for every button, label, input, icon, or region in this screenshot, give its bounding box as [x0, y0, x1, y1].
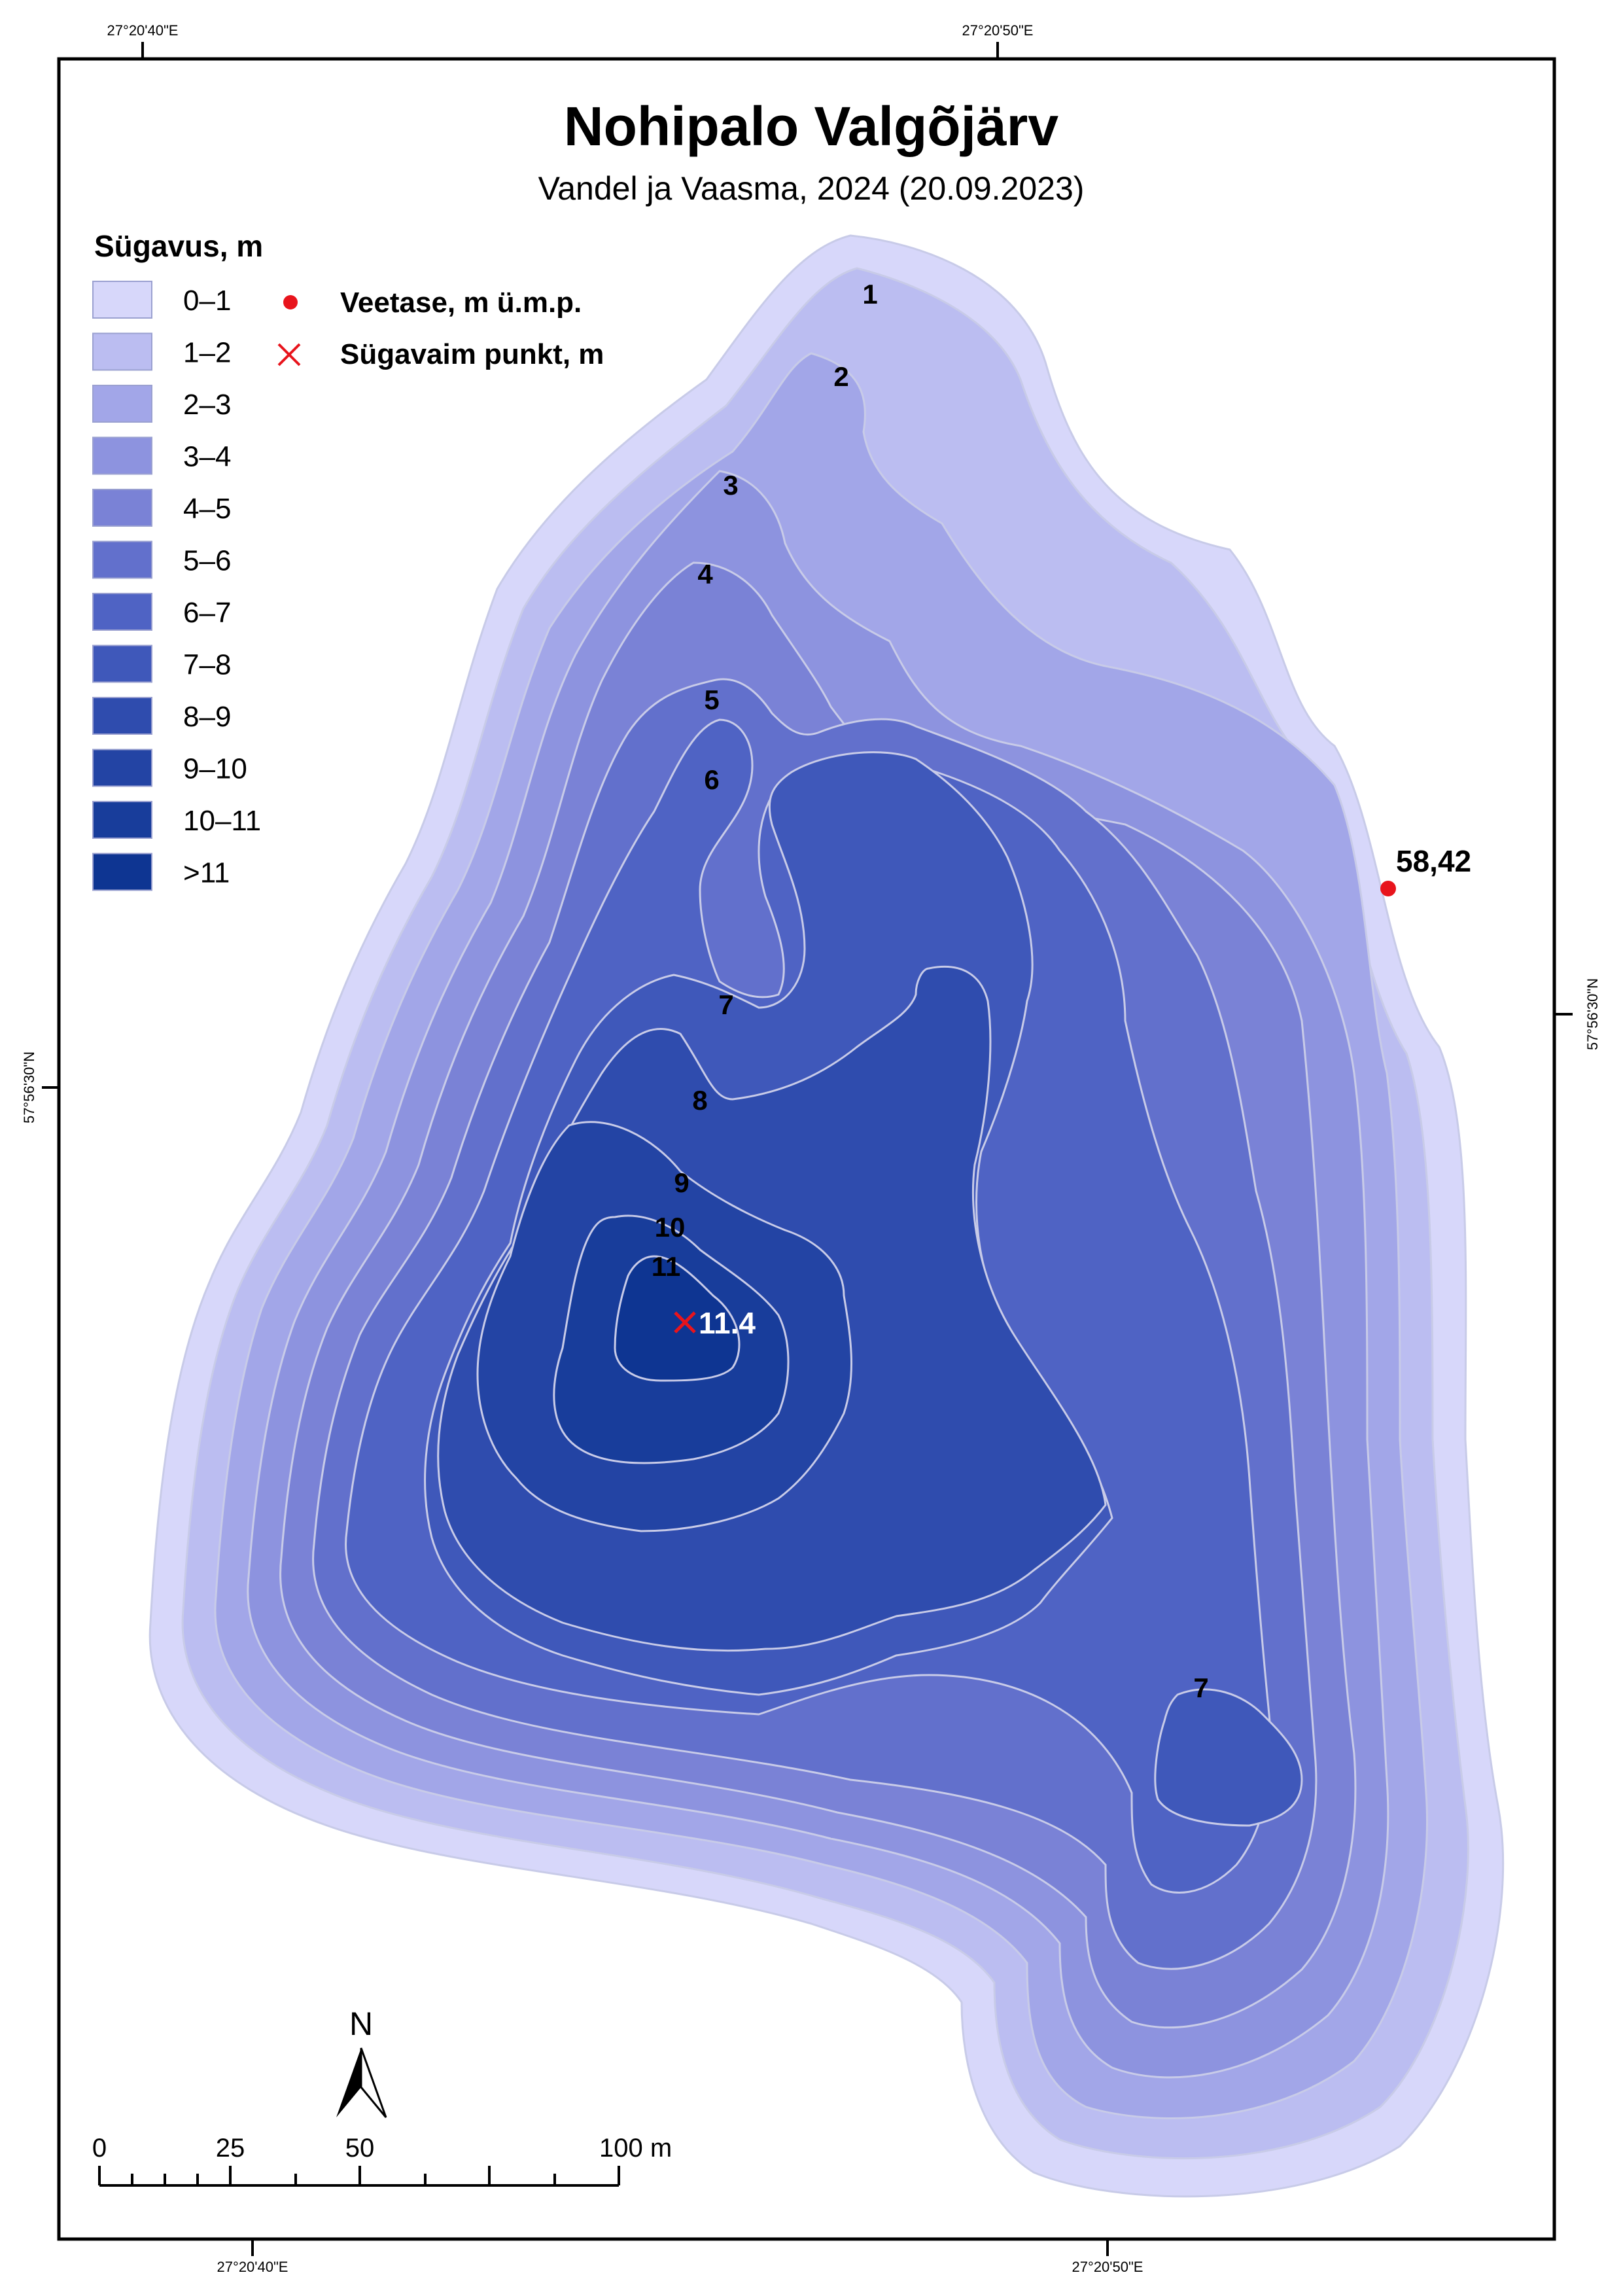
legend-class-label: 5–6 — [183, 545, 231, 577]
legend-class-label: 4–5 — [183, 493, 231, 525]
contour-label-4: 4 — [697, 559, 713, 590]
contour-label-7: 7 — [718, 989, 733, 1020]
contour-labels: 1 2 3 4 5 6 7 8 9 10 11 7 — [652, 279, 1209, 1703]
map-title: Nohipalo Valgõjärv — [564, 96, 1058, 157]
legend-class-label: 1–2 — [183, 337, 231, 369]
legend-class-label: >11 — [183, 857, 230, 889]
legend-swatch — [92, 436, 152, 475]
contour-label-2: 2 — [833, 361, 848, 392]
coord-top-left: 27°20'40"E — [107, 22, 179, 39]
contour-label-6: 6 — [704, 764, 719, 795]
deepest-point-x-icon — [674, 1311, 696, 1333]
coord-left: 57°56'30"N — [21, 1051, 37, 1123]
contour-label-5: 5 — [704, 684, 719, 715]
legend-class-label: 7–8 — [183, 649, 231, 681]
deepest-point: 11.4 — [674, 1306, 756, 1340]
contour-label-7-south: 7 — [1193, 1672, 1208, 1703]
map-frame — [57, 57, 1556, 2241]
depth-zones — [148, 234, 1505, 2198]
coord-right: 57°56'30"N — [1584, 978, 1601, 1050]
north-arrow: N — [336, 2005, 387, 2118]
map-subtitle: Vandel ja Vaasma, 2024 (20.09.2023) — [538, 170, 1085, 207]
scale-label-100: 100 m — [599, 2134, 672, 2163]
legend-swatch — [92, 697, 152, 735]
legend-swatch — [92, 749, 152, 787]
legend-swatch — [92, 385, 152, 423]
scale-label-0: 0 — [92, 2134, 107, 2163]
contour-label-8: 8 — [692, 1085, 707, 1116]
coord-bottom-left: 27°20'40"E — [217, 2259, 288, 2275]
legend-swatch — [92, 489, 152, 527]
legend-water-level-icon — [283, 295, 298, 309]
legend-classes: 0–1 1–2 2–3 3–4 4–5 5–6 6–7 7–8 8–9 9–10 10–11 >11 — [92, 281, 261, 891]
contour-label-3: 3 — [723, 470, 738, 501]
depth-zone-7-8-south — [1154, 1688, 1303, 1827]
water-level-point: 58,42 — [1380, 844, 1471, 896]
legend-swatch — [92, 332, 152, 371]
legend-swatch — [92, 593, 152, 631]
water-level-value: 58,42 — [1396, 844, 1471, 878]
water-level-dot-icon — [1380, 881, 1396, 896]
scale-label-50: 50 — [345, 2134, 375, 2163]
legend-swatch — [92, 540, 152, 579]
north-arrow-icon-outline — [360, 2047, 387, 2118]
legend-class-label: 2–3 — [183, 389, 231, 421]
contour-label-10: 10 — [655, 1212, 686, 1243]
legend-swatch — [92, 645, 152, 683]
coord-bottom-right: 27°20'50"E — [1072, 2259, 1143, 2275]
legend-class-label: 3–4 — [183, 441, 231, 473]
scale-bar: 0 25 50 100 m — [92, 2134, 672, 2187]
north-arrow-icon — [336, 2048, 361, 2117]
contour-label-1: 1 — [862, 279, 877, 309]
legend-heading: Sügavus, m — [94, 229, 263, 263]
legend-class-label: 8–9 — [183, 701, 231, 733]
legend-class-label: 9–10 — [183, 753, 247, 785]
legend-swatch — [92, 281, 152, 319]
legend-class-label: 0–1 — [183, 285, 231, 317]
north-arrow-label: N — [349, 2005, 373, 2042]
legend: Sügavus, m 0–1 1–2 2–3 3–4 4–5 5–6 6–7 7–8 8–9 9–… — [92, 229, 604, 891]
contour-label-9: 9 — [674, 1167, 689, 1198]
legend-class-label: 10–11 — [183, 805, 261, 837]
legend-class-label: 6–7 — [183, 597, 231, 629]
deepest-point-value: 11.4 — [699, 1306, 756, 1340]
legend-water-level-label: Veetase, m ü.m.p. — [340, 287, 582, 319]
depth-zone-over-11 — [614, 1255, 741, 1382]
legend-swatch — [92, 801, 152, 839]
scale-label-25: 25 — [216, 2134, 245, 2163]
coord-top-right: 27°20'50"E — [962, 22, 1034, 39]
graticule: 27°20'40"E 27°20'50"E 27°20'40"E 27°20'5… — [21, 22, 1601, 2275]
legend-swatch — [92, 853, 152, 891]
legend-deepest-point-label: Sügavaim punkt, m — [340, 338, 604, 370]
contour-label-11: 11 — [652, 1251, 680, 1282]
legend-deepest-point-icon — [277, 343, 301, 366]
